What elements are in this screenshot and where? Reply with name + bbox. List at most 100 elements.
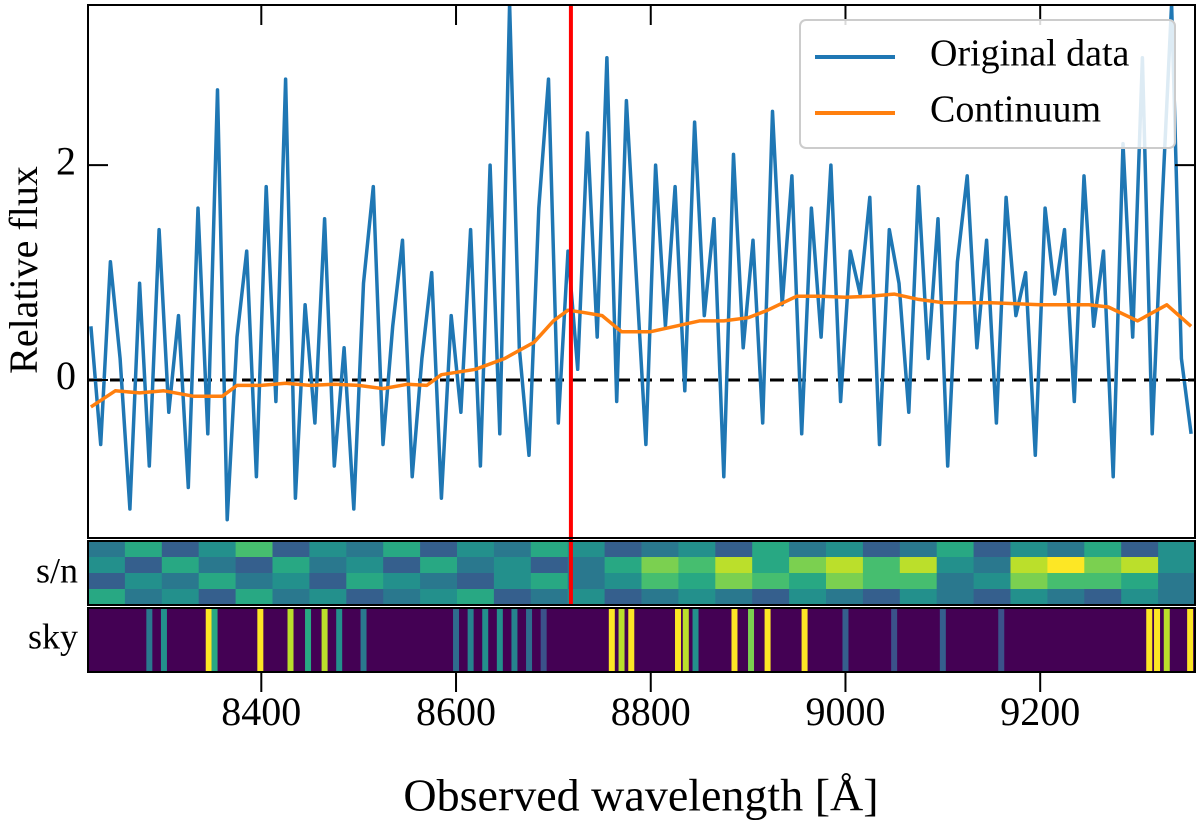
sn-cell [862,573,901,590]
sn-cell [567,573,606,590]
sky-line [526,608,533,672]
sn-cell [1010,557,1048,574]
sn-cell [567,541,606,558]
sky-line [453,608,460,672]
sn-cell [899,589,938,605]
sn-cell [1084,557,1122,574]
x-tick-label: 9000 [805,689,885,734]
sn-cell [1158,557,1195,574]
sn-cell [1084,573,1122,590]
y-axis-label: Relative flux [1,166,46,374]
sn-cell [88,557,126,574]
sn-cell [198,541,237,558]
sn-cell [899,573,938,590]
sn-cell [641,573,679,590]
sn-cell [604,541,642,558]
sky-line [1187,608,1194,672]
sky-line [682,608,689,672]
sn-cell [493,573,532,590]
sky-line [336,608,343,672]
sn-cell [346,573,384,590]
sn-cell [420,589,458,605]
sky-line [675,608,682,672]
sn-cell [862,541,901,558]
sn-cell [272,557,310,574]
sn-cell [678,589,716,605]
sky-line [467,608,474,672]
sky-line [1146,608,1153,672]
sn-cell [161,541,200,558]
sn-cell [198,589,237,605]
y-tick-label: 2 [56,138,76,183]
sn-cell [346,589,384,605]
sn-cell [530,557,569,574]
sky-line [801,608,808,672]
sn-cell [161,557,200,574]
axes-frame [87,4,1196,539]
sky-line [608,608,615,672]
legend-box [799,19,1176,149]
sn-cell [420,557,458,574]
sn-cell [309,557,347,574]
sn-cell [530,589,569,605]
sn-cell [309,541,347,558]
sky-line [891,608,898,672]
sn-cell [752,573,790,590]
sky-line [146,608,153,672]
sn-cell [1047,557,1085,574]
series-line [89,5,1193,522]
sn-cell [493,541,532,558]
sky-line [939,608,946,672]
sn-cell [1121,541,1159,558]
sn-cell [457,573,495,590]
sn-cell [530,541,569,558]
sn-cell [383,541,421,558]
sn-cell [826,573,864,590]
sn-cell [715,573,753,590]
sn-cell [1047,573,1085,590]
sn-cell [1047,589,1085,605]
sn-cell [936,557,975,574]
sn-cell [198,557,237,574]
sn-cell [826,589,864,605]
legend-label: Continuum [930,89,1101,131]
sky-line [257,608,264,672]
sn-cell [1158,541,1195,558]
sky-line [287,608,294,672]
sn-cell [1084,589,1122,605]
sn-cell [641,541,679,558]
sn-cell [88,573,126,590]
axes-frame [87,607,1196,673]
plot-area [88,5,1195,522]
sn-cell [899,557,938,574]
sn-cell [309,573,347,590]
sn-cell [124,573,163,590]
sn-cell [789,589,827,605]
legend-label: Original data [930,33,1130,75]
sn-cell [604,589,642,605]
sn-cell [789,557,827,574]
sn-cell [124,557,163,574]
sn-cell [936,541,975,558]
sn-cell [973,557,1011,574]
sn-cell [678,541,716,558]
sky-line [748,608,755,672]
x-tick-label: 8800 [611,689,691,734]
sn-cell [383,573,421,590]
sn-cell [752,557,790,574]
sky-line [205,608,212,672]
sn-cell [1047,541,1085,558]
x-tick-label: 8600 [416,689,496,734]
sn-cell [457,589,495,605]
sn-cell [1121,573,1159,590]
sn-cell [272,589,310,605]
sn-cell [862,589,901,605]
sn-cell [862,557,901,574]
sn-cell [124,589,163,605]
x-tick-label: 8400 [221,689,301,734]
sn-cell [678,557,716,574]
sky-line [1163,608,1170,672]
x-axis-label: Observed wavelength [Å] [403,770,878,821]
sn-cell [567,557,606,574]
